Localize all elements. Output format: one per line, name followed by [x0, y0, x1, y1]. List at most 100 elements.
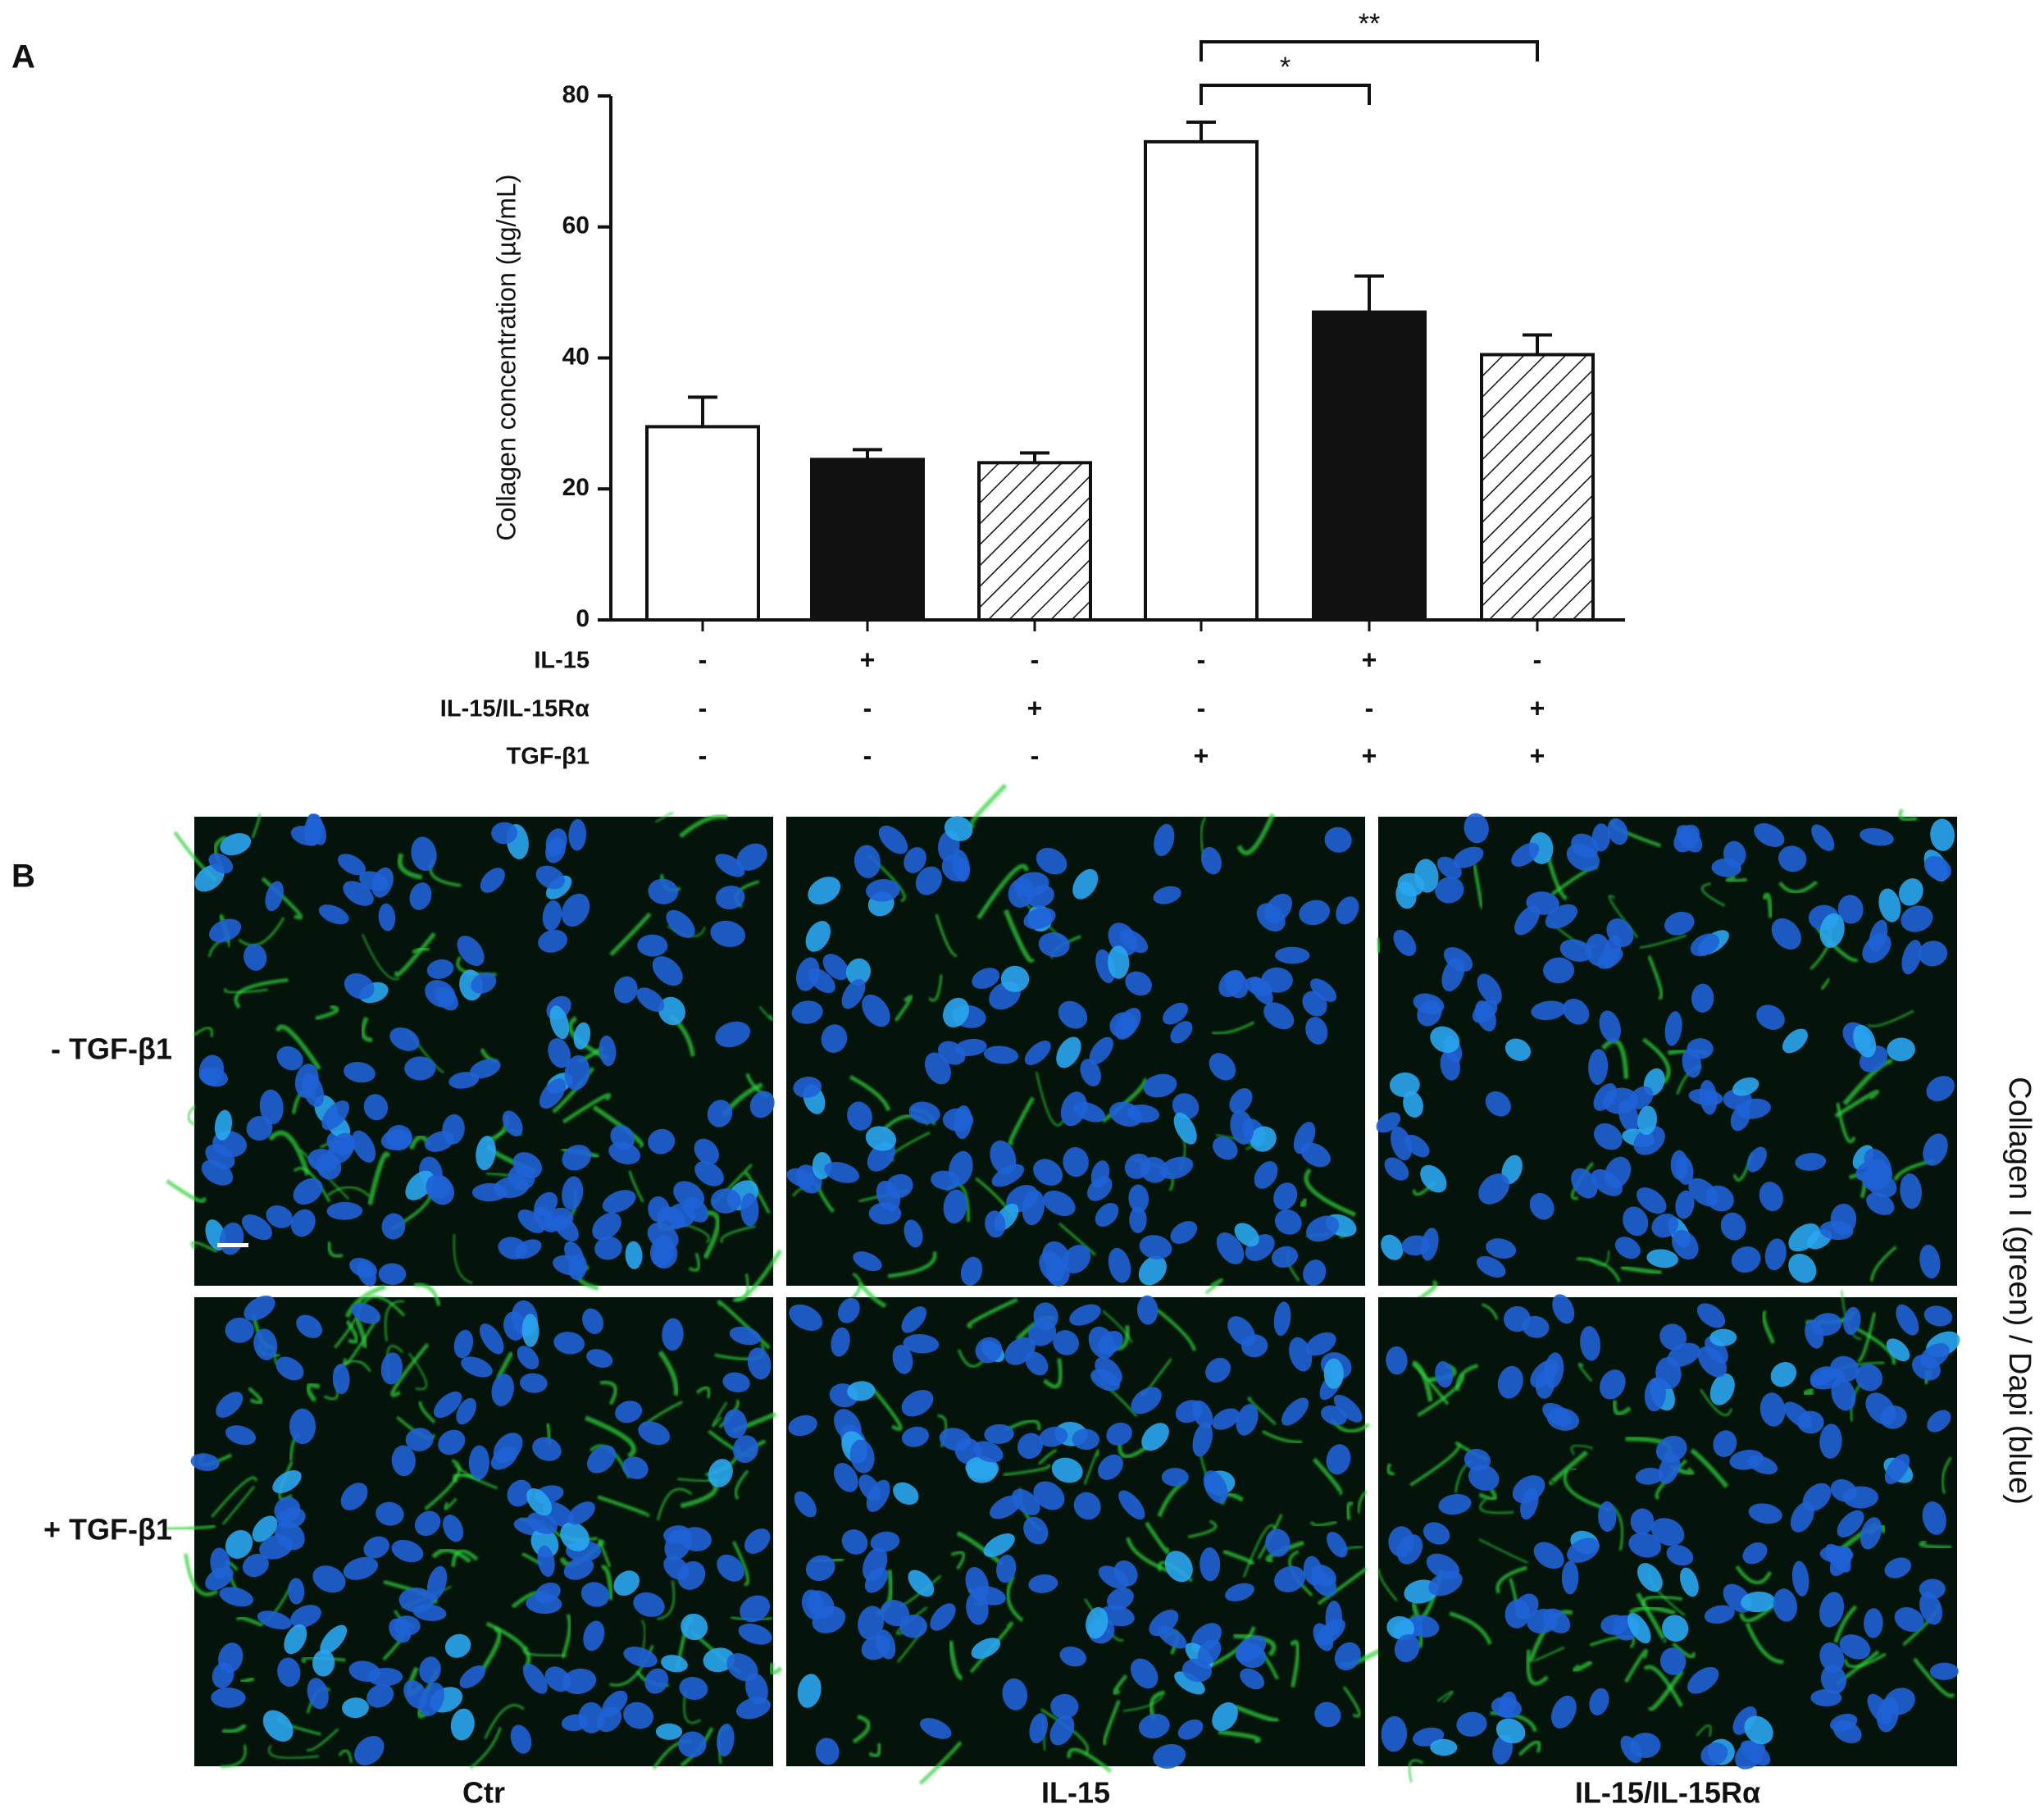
collagen-fiber	[315, 1004, 339, 1021]
nucleus	[1731, 1246, 1761, 1273]
nucleus	[1149, 1609, 1179, 1637]
collagen-fiber	[1589, 1250, 1610, 1266]
nucleus	[975, 1337, 1003, 1364]
nucleus	[1620, 1735, 1642, 1764]
collagen-fiber	[1700, 882, 1726, 907]
significance-label: *	[1280, 52, 1291, 83]
nucleus	[1430, 1026, 1460, 1054]
nucleus	[1711, 858, 1741, 877]
collagen-fiber	[976, 863, 1029, 920]
nucleus	[1423, 1522, 1450, 1545]
collagen-fiber	[451, 1549, 479, 1567]
micrograph	[1374, 808, 1957, 1319]
collagen-fiber	[236, 1615, 264, 1628]
collagen-fiber	[1639, 934, 1687, 949]
nucleus	[1192, 1422, 1213, 1457]
nucleus	[1025, 1351, 1049, 1376]
nucleus	[901, 1390, 934, 1417]
nucleus	[661, 1655, 688, 1673]
treatment-sign: +	[1530, 740, 1546, 770]
nucleus	[1754, 822, 1785, 847]
collagen-fiber	[703, 1210, 721, 1260]
nucleus	[1058, 1000, 1088, 1029]
nucleus	[1334, 1642, 1361, 1671]
collagen-fiber	[695, 1386, 711, 1399]
nucleus	[1637, 1563, 1663, 1592]
collagen-fiber	[444, 1497, 458, 1510]
collagen-fiber	[732, 1541, 750, 1586]
nucleus	[1127, 1104, 1160, 1123]
nucleus	[858, 1474, 881, 1501]
nucleus	[1918, 941, 1948, 967]
nucleus	[729, 1326, 761, 1346]
treatment-sign: -	[699, 740, 708, 770]
nucleus	[1128, 1184, 1149, 1213]
collagen-fiber	[1570, 1161, 1595, 1200]
nucleus	[1713, 1430, 1737, 1457]
nucleus	[289, 1408, 316, 1445]
collagen-fiber	[184, 1553, 219, 1597]
nucleus	[1559, 939, 1593, 962]
collagen-fiber	[1690, 1448, 1729, 1488]
collagen-fiber	[1058, 1222, 1096, 1255]
nucleus	[652, 1241, 678, 1269]
nucleus	[1658, 1453, 1681, 1484]
nucleus	[444, 1633, 471, 1658]
collagen-fiber	[852, 1715, 871, 1744]
nucleus	[972, 1441, 1004, 1463]
nucleus	[608, 1141, 641, 1164]
nucleus	[788, 1414, 817, 1437]
nucleus	[507, 1479, 532, 1507]
nucleus	[567, 1501, 595, 1525]
nucleus	[703, 1647, 735, 1673]
treatment-sign: +	[1194, 740, 1209, 770]
nucleus	[321, 1100, 350, 1131]
nucleus	[1213, 1137, 1238, 1160]
collagen-fiber	[1417, 1373, 1465, 1417]
nucleus	[594, 1236, 622, 1260]
nucleus	[1056, 1036, 1081, 1068]
nucleus	[960, 1256, 983, 1286]
nucleus	[1566, 844, 1600, 872]
nucleus	[1896, 1304, 1919, 1336]
nucleus	[1628, 1533, 1662, 1558]
collagen-fiber	[1412, 1360, 1433, 1402]
nucleus	[1919, 1578, 1946, 1600]
nucleus	[613, 1570, 640, 1597]
nucleus	[252, 1515, 278, 1542]
collagen-fiber	[1216, 1134, 1253, 1150]
nucleus	[409, 882, 432, 910]
nucleus	[1659, 1647, 1687, 1675]
collagen-fiber	[1643, 1665, 1683, 1707]
collagen-fiber	[1357, 1490, 1368, 1514]
collagen-fiber	[918, 1741, 963, 1785]
collagen-fiber	[1304, 1168, 1357, 1218]
nucleus	[367, 1667, 403, 1687]
nucleus	[1049, 1715, 1075, 1746]
nucleus	[583, 1620, 605, 1651]
collagen-fiber	[1533, 1647, 1565, 1662]
nucleus	[564, 1055, 590, 1091]
nucleus	[1002, 1678, 1028, 1711]
collagen-fiber	[950, 1551, 966, 1570]
nucleus	[1837, 895, 1864, 924]
collagen-fiber	[1478, 1487, 1498, 1501]
nucleus	[198, 1067, 228, 1087]
collagen-fiber	[678, 813, 728, 839]
nucleus	[1177, 1719, 1204, 1740]
nucleus	[1842, 1486, 1878, 1509]
collagen-fiber	[367, 1151, 391, 1205]
nucleus	[949, 1150, 973, 1187]
nucleus	[1281, 1397, 1309, 1426]
nucleus	[316, 1153, 342, 1180]
nucleus	[216, 1392, 244, 1418]
nucleus	[658, 996, 685, 1026]
collagen-fiber	[1236, 813, 1276, 856]
nucleus	[471, 973, 497, 994]
nucleus	[1688, 1088, 1723, 1106]
nucleus	[561, 893, 590, 927]
collagen-fiber	[484, 1704, 525, 1739]
nucleus	[257, 1610, 292, 1630]
nucleus	[1435, 877, 1464, 904]
nucleus	[1720, 1212, 1746, 1241]
